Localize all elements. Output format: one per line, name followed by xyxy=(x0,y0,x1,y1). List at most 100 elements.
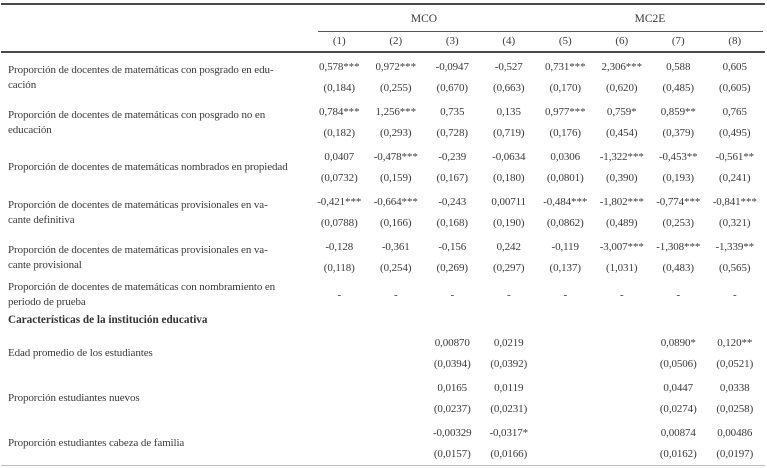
std-error-value: (0,0732) xyxy=(320,171,358,184)
coefficient-value: -0,361 xyxy=(381,241,410,254)
section-header-row: Características de la institución educat… xyxy=(5,308,763,331)
std-error-value: (0,182) xyxy=(323,126,355,139)
coefficient-value: 0,00870 xyxy=(434,337,470,350)
std-error-value: (0,495) xyxy=(719,126,751,139)
std-error-value: (0,167) xyxy=(436,171,468,184)
coefficient-value: - xyxy=(676,288,681,301)
table-cell: 0,0165 (0,0237) xyxy=(424,376,481,421)
table-cell xyxy=(537,376,594,421)
std-error-value: (0,489) xyxy=(606,216,638,229)
table-cell: -0,484*** (0,0862) xyxy=(537,190,594,235)
table-cell: -3,007*** (1,031) xyxy=(594,235,651,280)
table-row: Proporción de docentes de matemáticas co… xyxy=(5,55,763,100)
column-number: (4) xyxy=(502,35,516,47)
std-error-value: (0,297) xyxy=(493,261,525,274)
std-error-value: (0,118) xyxy=(323,261,355,274)
table-cell: -0,453** (0,193) xyxy=(650,145,707,190)
table-cell: 0,00711 (0,190) xyxy=(481,190,538,235)
std-error-value: (0,193) xyxy=(662,171,694,184)
table-cell xyxy=(537,421,594,466)
table-cell: 0,784*** (0,182) xyxy=(311,100,368,145)
table-cell: -0,527 (0,663) xyxy=(481,55,538,100)
std-error-value: (0,321) xyxy=(719,216,751,229)
std-error-value: (0,0788) xyxy=(320,216,358,229)
std-error-value: (0,254) xyxy=(380,261,412,274)
coefficient-value: 0,00486 xyxy=(717,427,753,440)
coefficient-value: -0,421*** xyxy=(317,196,362,209)
table-cell: -0,361 (0,254) xyxy=(368,235,425,280)
table-cell xyxy=(594,376,651,421)
row-label: Proporción estudiantes cabeza de familia xyxy=(8,437,185,450)
bottom-rule xyxy=(1,465,765,466)
coefficient-value: 0,0119 xyxy=(494,382,524,395)
table-cell: - xyxy=(594,280,651,309)
row-label: Proporción de docentes de matemáticas co… xyxy=(8,281,276,308)
table-cell: -0,00329 (0,0157) xyxy=(424,421,481,466)
table-cell: -0,0947 (0,670) xyxy=(424,55,481,100)
table-cell: - xyxy=(368,280,425,309)
table-cell: 0,0338 (0,0258) xyxy=(707,376,764,421)
coefficient-value: -0,664*** xyxy=(373,196,418,209)
std-error-value: (0,159) xyxy=(380,171,412,184)
std-error-value: (0,0506) xyxy=(659,357,697,370)
table-cell: - xyxy=(424,280,481,309)
coefficient-value: -3,007*** xyxy=(599,241,644,254)
table-cell: 0,00486 (0,0197) xyxy=(707,421,764,466)
std-error-value: (0,663) xyxy=(493,81,525,94)
table-row: Proporción de docentes de matemáticas co… xyxy=(5,280,763,308)
coefficient-value: 0,977*** xyxy=(545,106,586,119)
std-error-value: (0,485) xyxy=(662,81,694,94)
coefficient-value: - xyxy=(450,288,455,301)
coefficient-value: 0,859** xyxy=(660,106,696,119)
std-error-value: (0,0862) xyxy=(546,216,584,229)
table-cell xyxy=(311,376,368,421)
table-cell: 0,242 (0,297) xyxy=(481,235,538,280)
coefficient-value: - xyxy=(337,288,342,301)
table-cell: -0,0317* (0,0166) xyxy=(481,421,538,466)
coefficient-value: 0,0407 xyxy=(324,151,355,164)
coefficient-value: 0,0306 xyxy=(550,151,581,164)
coefficient-value: 0,135 xyxy=(496,106,521,119)
coefficient-value: -0,527 xyxy=(494,61,523,74)
table-row: Proporción de docentes de matemáticas pr… xyxy=(5,235,763,280)
coefficient-value: - xyxy=(563,288,568,301)
coefficient-value: 0,735 xyxy=(440,106,465,119)
row-label: Proporción de docentes de matemáticas pr… xyxy=(8,244,268,271)
std-error-value: (0,0231) xyxy=(490,402,528,415)
coefficient-value: -0,0317* xyxy=(489,427,529,440)
table-cell: 0,0219 (0,0392) xyxy=(481,331,538,376)
std-error-value: (0,241) xyxy=(719,171,751,184)
column-number: (5) xyxy=(558,35,572,47)
table-cell: -0,156 (0,269) xyxy=(424,235,481,280)
table-cell xyxy=(311,331,368,376)
std-error-value: (0,0166) xyxy=(490,447,528,460)
coefficient-value: -0,478*** xyxy=(373,151,418,164)
table-row: Proporción de docentes de matemáticas no… xyxy=(5,145,763,190)
std-error-value: (0,0237) xyxy=(433,402,471,415)
std-error-value: (0,605) xyxy=(719,81,751,94)
table-cell xyxy=(368,331,425,376)
coefficient-value: 0,120** xyxy=(717,337,753,350)
table-cell: 0,759* (0,454) xyxy=(594,100,651,145)
row-label: Proporción de docentes de matemáticas co… xyxy=(8,64,274,91)
column-number: (2) xyxy=(389,35,403,47)
table-cell: 0,00874 (0,0162) xyxy=(650,421,707,466)
coefficient-value: 0,759* xyxy=(606,106,637,119)
std-error-value: (0,190) xyxy=(493,216,525,229)
table-row: Proporción de docentes de matemáticas pr… xyxy=(5,190,763,235)
table-row: Proporción estudiantes nuevos 0,0165 (0,02… xyxy=(5,376,763,421)
table-cell: - xyxy=(311,280,368,309)
table-cell: -0,243 (0,168) xyxy=(424,190,481,235)
table-cell: 0,977*** (0,176) xyxy=(537,100,594,145)
table-cell xyxy=(594,331,651,376)
table-cell: 0,731*** (0,170) xyxy=(537,55,594,100)
std-error-value: (0,0197) xyxy=(716,447,754,460)
std-error-value: (0,0274) xyxy=(659,402,697,415)
std-error-value: (0,0521) xyxy=(716,357,754,370)
coefficient-value: 0,731*** xyxy=(545,61,586,74)
coefficient-value: - xyxy=(732,288,737,301)
coefficient-value: 0,00711 xyxy=(491,196,527,209)
table-cell: 0,120** (0,0521) xyxy=(707,331,764,376)
std-error-value: (0,170) xyxy=(549,81,581,94)
